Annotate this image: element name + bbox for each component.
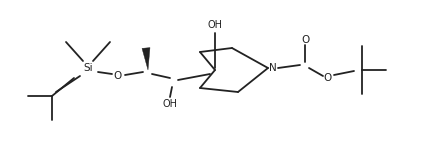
Text: OH: OH — [207, 20, 223, 30]
Text: Si: Si — [83, 63, 93, 73]
Text: N: N — [269, 63, 277, 73]
Text: O: O — [301, 35, 309, 45]
Text: O: O — [114, 71, 122, 81]
Text: OH: OH — [162, 99, 178, 109]
Text: O: O — [324, 73, 332, 83]
Polygon shape — [142, 48, 150, 70]
